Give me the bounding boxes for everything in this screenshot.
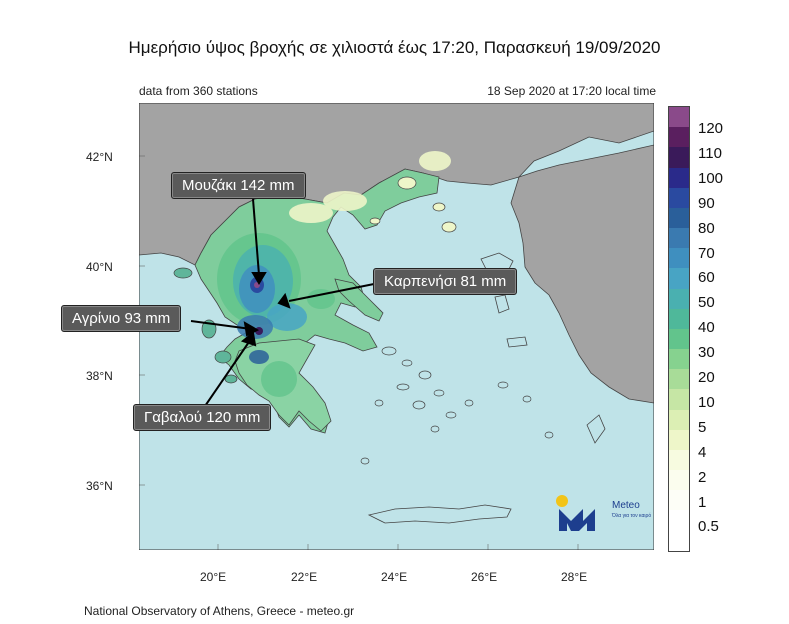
chios-island: [494, 294, 510, 314]
colorbar-swatch: [669, 369, 689, 390]
colorbar-label: 10: [698, 393, 715, 411]
colorbar-swatch: [669, 510, 689, 531]
colorbar-label: 5: [698, 418, 707, 436]
footer-credit: National Observatory of Athens, Greece -…: [84, 604, 355, 618]
callout-agrinio: Αγρίνιο 93 mm: [61, 305, 182, 332]
colorbar-swatch: [669, 449, 689, 471]
meteo-logo-name: Meteo: [612, 500, 640, 511]
colorbar-swatch: [669, 107, 689, 128]
colorbar-swatch: [669, 530, 689, 551]
colorbar-label: 50: [698, 294, 715, 312]
callout-gavalou: Γαβαλού 120 mm: [133, 404, 272, 431]
callout-karpenisi: Καρπενήσι 81 mm: [373, 268, 518, 295]
colorbar-swatch: [669, 409, 689, 430]
callout-arrows: [190, 198, 380, 410]
colorbar-label: 120: [698, 120, 724, 137]
stations-note: data from 360 stations: [139, 84, 258, 98]
colorbar-swatch: [669, 268, 689, 289]
colorbar-swatch: [669, 470, 689, 491]
lat-label-36: 36°N: [86, 479, 113, 493]
colorbar-swatch: [669, 167, 689, 188]
colorbar-swatch: [669, 207, 689, 229]
lat-label-40: 40°N: [86, 260, 113, 274]
colorbar-swatch: [669, 490, 689, 511]
colorbar-label: 70: [698, 244, 715, 262]
cyclades-islands: [360, 346, 554, 465]
samos-island: [506, 336, 528, 348]
map-title: Ημερήσιο ύψος βροχής σε χιλιοστά έως 17:…: [128, 38, 661, 57]
lat-label-42: 42°N: [86, 150, 113, 164]
colorbar-label: 0.5: [698, 518, 719, 536]
colorbar-swatch: [669, 429, 689, 450]
lat-label-38: 38°N: [86, 369, 113, 383]
north-aegean-islands: [369, 176, 457, 233]
lon-label-26: 26°E: [471, 570, 498, 584]
colorbar-label: 2: [698, 468, 707, 486]
meteo-logo-tagline: Όλα για τον καιρό: [612, 513, 652, 519]
colorbar-swatch: [669, 228, 689, 249]
colorbar-label: 30: [698, 344, 715, 362]
colorbar-swatch: [669, 288, 689, 309]
callout-mouzaki: Μουζάκι 142 mm: [171, 172, 306, 199]
graticule: [139, 155, 579, 550]
colorbar-swatch: [669, 389, 689, 410]
colorbar-swatch: [669, 328, 689, 350]
colorbar-label: 20: [698, 369, 715, 386]
colorbar-swatch: [669, 308, 689, 329]
lon-label-24: 24°E: [381, 570, 408, 584]
colorbar-swatch: [669, 248, 689, 269]
colorbar-label: 100: [698, 169, 724, 187]
colorbar-swatch: [669, 147, 689, 168]
crete-island: [367, 504, 512, 524]
colorbar-label: 90: [698, 194, 715, 212]
turkey-land: [510, 144, 654, 404]
rhodes-island: [586, 414, 606, 444]
colorbar-swatch: [669, 127, 689, 148]
timestamp: 18 Sep 2020 at 17:20 local time: [487, 84, 656, 98]
lon-label-20: 20°E: [200, 570, 227, 584]
colorbar-swatch: [669, 349, 689, 370]
colorbar-label: 4: [698, 443, 707, 461]
rainfall-map: [139, 103, 654, 550]
colorbar-label: 40: [698, 319, 715, 337]
colorbar-swatch: [669, 187, 689, 208]
colorbar-label: 80: [698, 219, 715, 237]
colorbar-label: 1: [698, 493, 707, 511]
meteo-logo-icon: [556, 495, 595, 531]
colorbar: [668, 106, 690, 552]
colorbar-label: 60: [698, 269, 715, 287]
lon-label-22: 22°E: [291, 570, 318, 584]
colorbar-label: 110: [698, 144, 722, 162]
light-rain-north: [289, 151, 451, 223]
lon-label-28: 28°E: [561, 570, 588, 584]
